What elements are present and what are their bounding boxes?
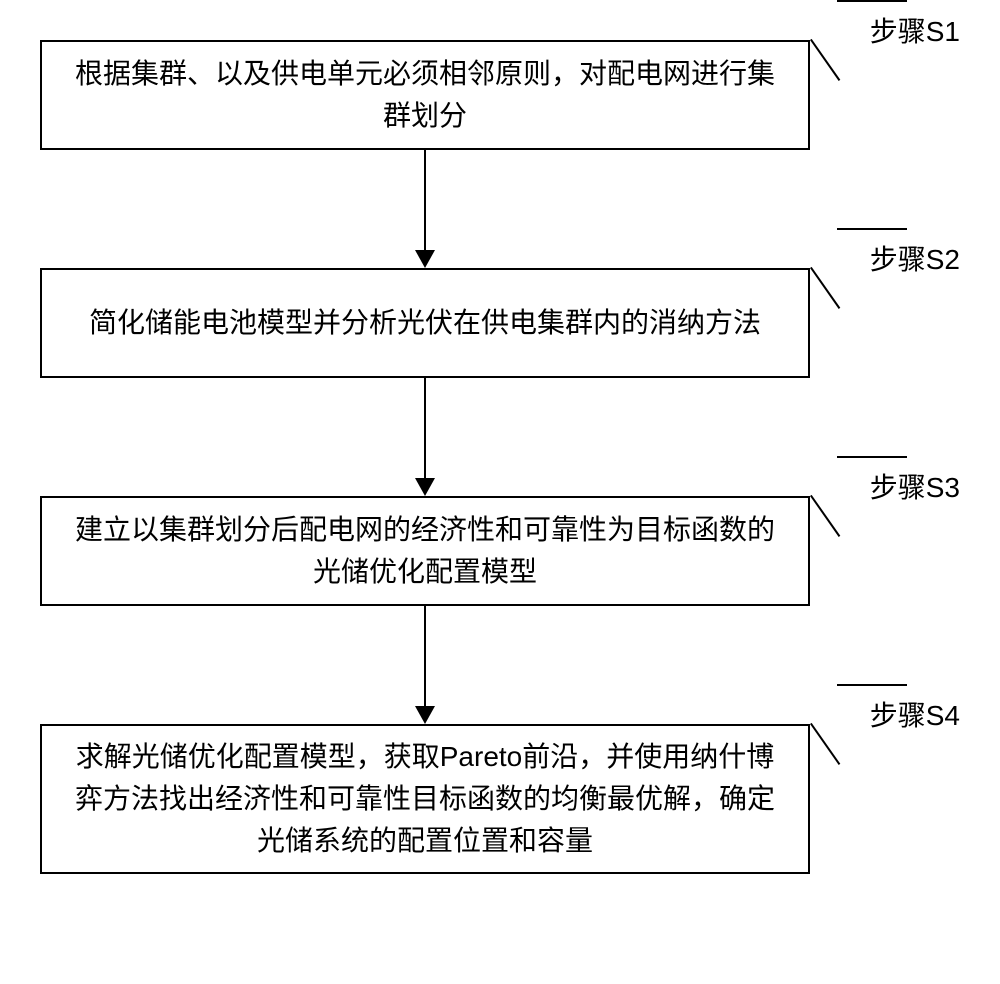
step-text: 根据集群、以及供电单元必须相邻原则，对配电网进行集群划分	[72, 53, 778, 137]
step-box-s4: 求解光储优化配置模型，获取Pareto前沿，并使用纳什博弈方法找出经济性和可靠性…	[40, 724, 810, 874]
label-connector-slant	[810, 267, 840, 309]
step-label-s4: 步骤S4	[870, 694, 960, 734]
arrow-line	[424, 606, 426, 706]
flowchart-container: 步骤S1 根据集群、以及供电单元必须相邻原则，对配电网进行集群划分 步骤S2 简…	[40, 40, 960, 874]
step-container-1: 步骤S1 根据集群、以及供电单元必须相邻原则，对配电网进行集群划分	[40, 40, 960, 150]
arrow-head-icon	[415, 478, 435, 496]
step-container-4: 步骤S4 求解光储优化配置模型，获取Pareto前沿，并使用纳什博弈方法找出经济…	[40, 724, 960, 874]
step-label-s1: 步骤S1	[870, 10, 960, 50]
arrow-line	[424, 150, 426, 250]
arrow-head-icon	[415, 250, 435, 268]
step-container-3: 步骤S3 建立以集群划分后配电网的经济性和可靠性为目标函数的光储优化配置模型	[40, 496, 960, 606]
label-connector-slant	[810, 723, 840, 765]
step-text: 简化储能电池模型并分析光伏在供电集群内的消纳方法	[89, 302, 761, 344]
step-box-s1: 根据集群、以及供电单元必须相邻原则，对配电网进行集群划分	[40, 40, 810, 150]
step-container-2: 步骤S2 简化储能电池模型并分析光伏在供电集群内的消纳方法	[40, 268, 960, 378]
arrow-3	[40, 606, 810, 724]
label-connector-horiz	[837, 228, 907, 230]
label-connector-horiz	[837, 0, 907, 2]
step-text: 建立以集群划分后配电网的经济性和可靠性为目标函数的光储优化配置模型	[72, 509, 778, 593]
step-box-s2: 简化储能电池模型并分析光伏在供电集群内的消纳方法	[40, 268, 810, 378]
label-connector-slant	[810, 495, 840, 537]
step-label-s3: 步骤S3	[870, 466, 960, 506]
label-connector-horiz	[837, 684, 907, 686]
arrow-2	[40, 378, 810, 496]
step-text: 求解光储优化配置模型，获取Pareto前沿，并使用纳什博弈方法找出经济性和可靠性…	[72, 736, 778, 862]
label-connector-horiz	[837, 456, 907, 458]
step-label-s2: 步骤S2	[870, 238, 960, 278]
label-connector-slant	[810, 39, 840, 81]
arrow-head-icon	[415, 706, 435, 724]
arrow-1	[40, 150, 810, 268]
arrow-line	[424, 378, 426, 478]
step-box-s3: 建立以集群划分后配电网的经济性和可靠性为目标函数的光储优化配置模型	[40, 496, 810, 606]
